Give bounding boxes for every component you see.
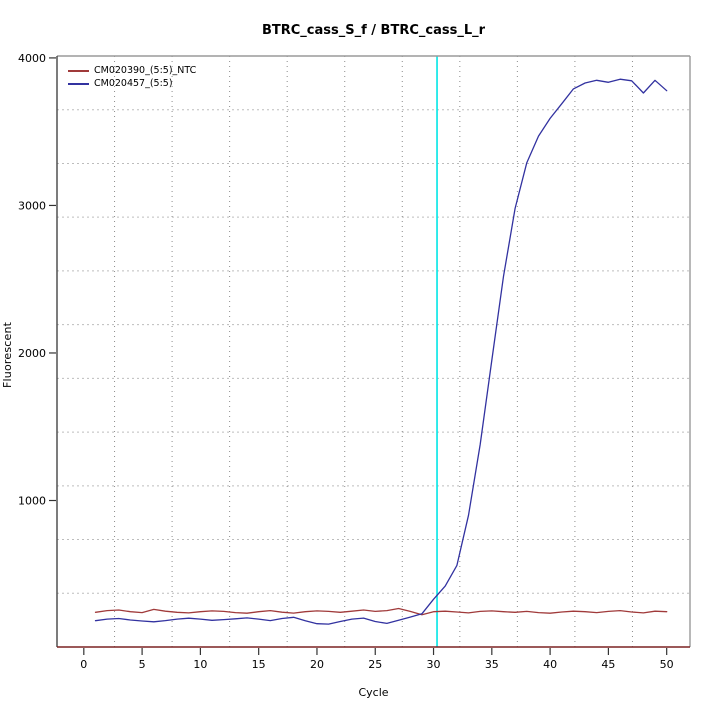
legend-line-swatch-red [68,70,89,72]
horizontal-gridlines [57,109,690,594]
y-tick-label: 2000 [18,347,46,360]
x-axis-label: Cycle [358,686,389,699]
y-axis-ticks: 1000 2000 3000 4000 [18,52,56,508]
x-tick-label: 5 [139,658,146,671]
vertical-gridlines [114,56,633,647]
legend-label: CM020390_(5:5)_NTC [94,65,197,76]
x-tick-label: 35 [485,658,499,671]
x-tick-label: 25 [368,658,382,671]
series-curve-ntc [94,607,668,616]
y-tick-label: 3000 [18,199,46,212]
y-tick-label: 1000 [18,495,46,508]
x-tick-label: 0 [80,658,87,671]
y-tick-label: 4000 [18,52,46,65]
x-axis-ticks: 0 5 10 15 20 25 30 35 40 45 50 [80,648,674,671]
x-tick-label: 45 [601,658,615,671]
chart-title: BTRC_cass_S_f / BTRC_cass_L_r [261,23,486,38]
x-tick-label: 10 [193,658,207,671]
legend-label: CM020457_(5:5) [94,78,173,89]
legend-item-sample: CM020457_(5:5) [68,79,196,89]
x-tick-label: 50 [660,658,674,671]
legend-item-ntc: CM020390_(5:5)_NTC [68,66,196,76]
x-tick-label: 15 [252,658,266,671]
legend: CM020390_(5:5)_NTC CM020457_(5:5) [68,66,196,89]
series-curve-sample [94,78,668,625]
x-tick-label: 30 [427,658,441,671]
legend-line-swatch-blue [68,83,89,85]
x-tick-label: 40 [543,658,557,671]
x-tick-label: 20 [310,658,324,671]
